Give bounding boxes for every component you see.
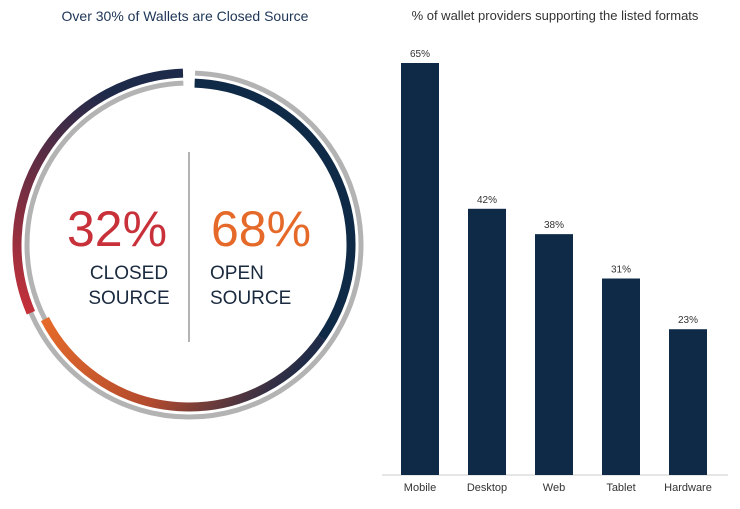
- closed-source-slice: [12, 68, 184, 315]
- bar-tablet: [602, 278, 640, 475]
- bar-value-label-desktop: 42%: [477, 195, 497, 206]
- bar-value-label-tablet: 31%: [611, 265, 631, 276]
- bar-value-label-hardware: 23%: [678, 315, 698, 326]
- open-source-label-line1: OPEN: [210, 263, 264, 284]
- bar-hardware: [669, 329, 707, 475]
- closed-source-label-line1: CLOSED: [90, 263, 168, 284]
- donut-chart: 32% CLOSED SOURCE 68% OPEN SOURCE: [12, 68, 364, 420]
- x-tick-label-hardware: Hardware: [664, 482, 712, 494]
- closed-source-percent-label: 32%: [67, 201, 167, 257]
- bar-value-label-mobile: 65%: [410, 49, 430, 60]
- donut-chart-title: Over 30% of Wallets are Closed Source: [61, 8, 309, 24]
- bar-chart: 65% Mobile 42% Desktop 38% Web 31% Tablet 23% Har…: [382, 49, 728, 494]
- x-tick-label-desktop: Desktop: [467, 482, 507, 494]
- bar-web: [535, 234, 573, 475]
- x-tick-label-web: Web: [543, 482, 565, 494]
- open-source-slice-orange: [40, 316, 326, 412]
- bar-desktop: [468, 208, 506, 476]
- open-source-slice-navy: [194, 78, 356, 341]
- x-tick-label-mobile: Mobile: [404, 482, 436, 494]
- donut-chart-panel: Over 30% of Wallets are Closed Source 32…: [12, 8, 364, 420]
- bar-series: 65% Mobile 42% Desktop 38% Web 31% Tablet 23% Har…: [401, 49, 712, 494]
- bar-mobile: [401, 63, 439, 475]
- donut-ring: [12, 68, 364, 420]
- open-source-label-line2: SOURCE: [210, 288, 291, 309]
- bar-chart-title: % of wallet providers supporting the lis…: [411, 8, 699, 23]
- bar-chart-panel: % of wallet providers supporting the lis…: [370, 0, 740, 509]
- closed-source-label-line2: SOURCE: [88, 288, 169, 309]
- open-source-percent-label: 68%: [211, 201, 311, 257]
- x-tick-label-tablet: Tablet: [606, 482, 635, 494]
- bar-value-label-web: 38%: [544, 220, 564, 231]
